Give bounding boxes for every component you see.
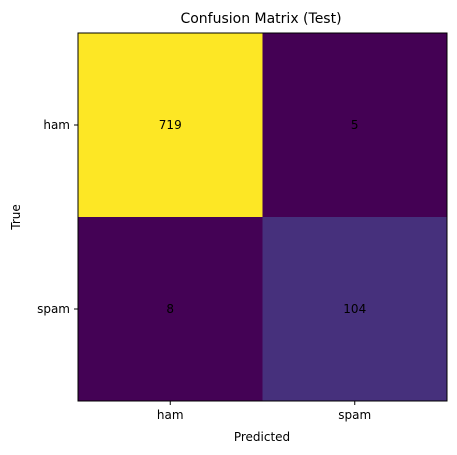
heatmap-cells: [78, 33, 447, 401]
cell-value-label: 5: [351, 118, 359, 132]
chart-title: Confusion Matrix (Test): [180, 11, 341, 27]
cell-value-label: 104: [343, 302, 366, 316]
plot-frame: [77, 32, 448, 402]
y-axis-label: True: [9, 204, 23, 231]
heatmap-cell: [262, 217, 447, 401]
cell-value-label: 8: [166, 302, 174, 316]
y-tick-label: ham: [43, 118, 70, 132]
x-tick-label: ham: [157, 408, 184, 422]
x-axis-ticks: ham spam: [157, 401, 371, 422]
y-tick-label: spam: [37, 302, 70, 316]
heatmap-cell: [262, 33, 447, 217]
cell-value-label: 719: [159, 118, 182, 132]
x-tick-label: spam: [338, 408, 371, 422]
y-axis-ticks: ham spam: [37, 118, 78, 316]
heatmap-cell: [78, 217, 263, 401]
heatmap-cell: [78, 33, 263, 217]
cell-value-labels: 719 5 8 104: [159, 118, 366, 316]
x-axis-label: Predicted: [234, 430, 290, 444]
